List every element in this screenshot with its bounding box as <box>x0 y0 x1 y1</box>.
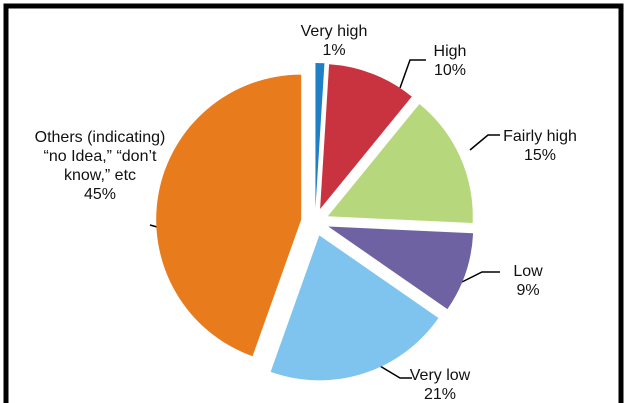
slice-label: Fairly high 15% <box>480 127 600 165</box>
slice-label: Low 9% <box>498 262 558 300</box>
value-label: 9% <box>516 282 540 299</box>
pie-slice <box>315 63 325 209</box>
category-label: Others (indicating) “no Idea,” “don’t kn… <box>34 129 166 184</box>
pie-slice <box>156 74 302 357</box>
slice-label: High 10% <box>415 42 485 80</box>
category-label: Very low <box>409 367 471 384</box>
value-label: 1% <box>322 42 346 59</box>
category-label: Low <box>513 263 543 280</box>
value-label: 45% <box>83 186 117 203</box>
slice-label: Others (indicating) “no Idea,” “don’t kn… <box>25 128 175 204</box>
slice-label: Very low 21% <box>395 366 485 403</box>
value-label: 21% <box>423 386 457 403</box>
category-label: High <box>433 43 467 60</box>
category-label: Fairly high <box>503 128 577 145</box>
pie-slice <box>328 226 474 310</box>
pie-slice <box>270 235 439 381</box>
pie-slice <box>320 64 412 209</box>
category-label: Very high <box>300 23 368 40</box>
pie-slice <box>327 103 473 224</box>
frame <box>3 3 624 403</box>
slice-label: Very high 1% <box>289 22 379 60</box>
value-label: 10% <box>433 62 467 79</box>
value-label: 15% <box>523 147 557 164</box>
